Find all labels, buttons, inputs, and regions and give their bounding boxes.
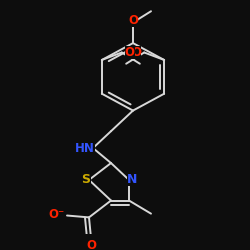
Text: S: S: [82, 174, 90, 186]
Text: O⁻: O⁻: [49, 208, 65, 221]
Text: N: N: [127, 174, 137, 186]
Text: HN: HN: [75, 142, 95, 156]
Text: O: O: [131, 46, 141, 59]
Text: O: O: [128, 14, 138, 27]
Text: O: O: [86, 239, 96, 250]
Text: O: O: [125, 46, 135, 59]
